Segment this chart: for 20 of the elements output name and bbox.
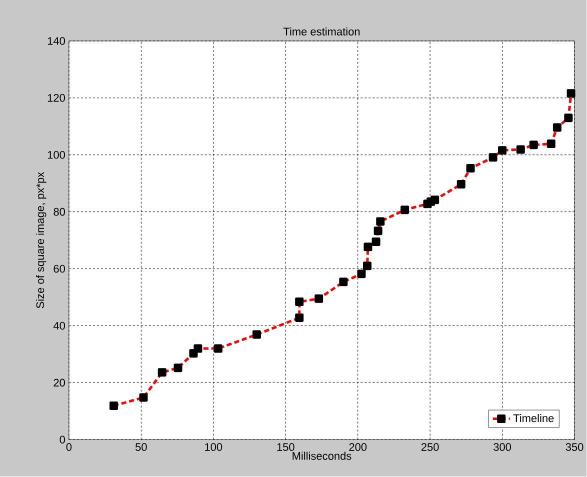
x-axis-title: Milliseconds — [292, 452, 352, 460]
y-tick-label: 40 — [53, 322, 65, 330]
x-tick-label: 300 — [494, 443, 512, 452]
y-tick-label: 0 — [60, 436, 65, 444]
x-tick-label: 100 — [205, 443, 222, 452]
x-tick-label: 150 — [277, 443, 294, 452]
y-axis-title: Size of square image, px*px — [36, 172, 46, 308]
y-tick-label: 80 — [54, 208, 65, 216]
x-tick-label: 200 — [349, 443, 367, 452]
y-tick-label: 140 — [48, 37, 65, 46]
y-tick-label: 100 — [48, 151, 65, 159]
y-tick-label: 20 — [54, 378, 65, 387]
x-tick-label: 350 — [566, 443, 584, 452]
legend-label: Timeline — [513, 414, 554, 422]
x-tick-label: 50 — [135, 443, 147, 452]
y-tick-label: 120 — [48, 94, 65, 102]
x-tick-label: 250 — [421, 443, 439, 452]
x-tick-label: 0 — [66, 443, 72, 452]
chart-title: Time estimation — [283, 28, 360, 36]
y-tick-label: 60 — [54, 265, 65, 273]
